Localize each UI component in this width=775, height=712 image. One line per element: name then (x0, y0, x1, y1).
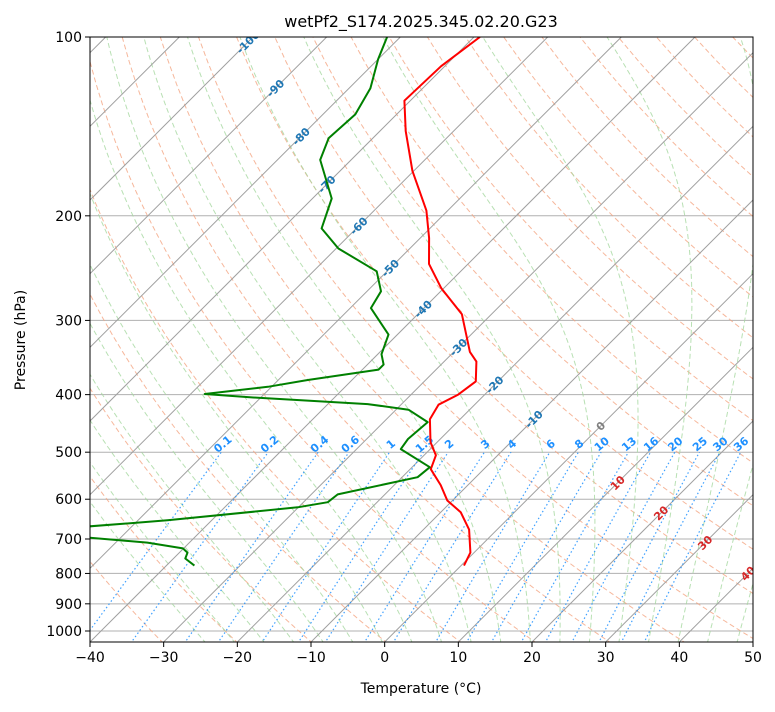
y-tick-label: 900 (55, 597, 82, 613)
x-tick-label: −10 (296, 650, 326, 666)
x-tick-label: 40 (670, 650, 688, 666)
y-tick-label: 300 (55, 313, 82, 329)
y-axis-label: Pressure (hPa) (13, 290, 29, 390)
y-tick-label: 700 (55, 532, 82, 548)
y-tick-label: 600 (55, 492, 82, 508)
x-tick-label: −40 (75, 650, 105, 666)
x-tick-label: 50 (744, 650, 762, 666)
x-tick-label: −30 (149, 650, 179, 666)
y-tick-label: 800 (55, 566, 82, 582)
x-tick-label: 10 (449, 650, 467, 666)
x-tick-label: 20 (523, 650, 541, 666)
y-tick-label: 200 (55, 209, 82, 225)
chart-title: wetPf2_S174.2025.345.02.20.G23 (284, 12, 558, 32)
dry-adiabat-line (771, 37, 775, 644)
x-tick-label: −20 (223, 650, 253, 666)
y-tick-label: 1000 (46, 624, 82, 640)
x-tick-label: 0 (380, 650, 389, 666)
y-tick-label: 500 (55, 445, 82, 461)
x-axis-label: Temperature (°C) (360, 681, 482, 697)
isotherm-line (753, 37, 775, 642)
y-tick-label: 100 (55, 30, 82, 46)
x-tick-label: 30 (597, 650, 615, 666)
y-tick-label: 400 (55, 388, 82, 404)
